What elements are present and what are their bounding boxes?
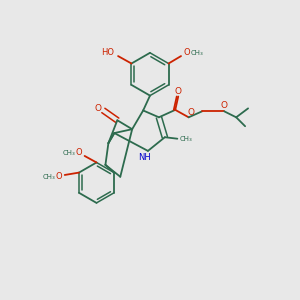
Text: O: O bbox=[184, 48, 190, 57]
Text: O: O bbox=[188, 108, 194, 117]
Text: O: O bbox=[94, 104, 101, 113]
Text: O: O bbox=[175, 87, 182, 96]
Text: CH₃: CH₃ bbox=[42, 174, 55, 180]
Text: CH₃: CH₃ bbox=[190, 50, 203, 56]
Text: HO: HO bbox=[101, 48, 114, 57]
Text: CH₃: CH₃ bbox=[180, 136, 193, 142]
Text: NH: NH bbox=[138, 153, 151, 162]
Text: O: O bbox=[75, 148, 82, 157]
Text: O: O bbox=[221, 101, 228, 110]
Text: CH₃: CH₃ bbox=[62, 150, 75, 156]
Text: O: O bbox=[56, 172, 62, 181]
